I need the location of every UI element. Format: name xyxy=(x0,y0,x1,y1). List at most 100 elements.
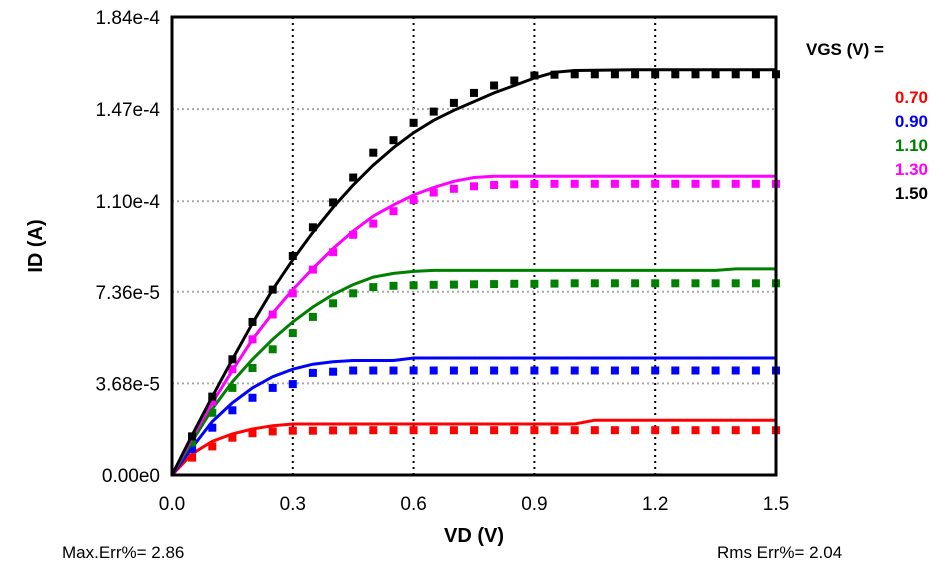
measured-point xyxy=(691,70,700,79)
measured-point xyxy=(570,279,579,288)
measured-point xyxy=(490,81,499,90)
measured-point xyxy=(510,180,519,189)
measured-point xyxy=(248,335,257,344)
measured-point xyxy=(429,280,438,289)
measured-point xyxy=(590,279,599,288)
measured-point xyxy=(329,426,338,435)
measured-point xyxy=(550,366,559,375)
measured-point xyxy=(429,426,438,435)
measured-point xyxy=(470,182,478,191)
measured-point xyxy=(751,179,760,188)
legend-title: VGS (V) = xyxy=(806,40,884,59)
x-tick-label: 1.2 xyxy=(642,494,668,515)
measured-point xyxy=(288,329,297,338)
measured-point xyxy=(208,423,217,432)
measured-point xyxy=(228,406,237,415)
x-tick-label: 0.6 xyxy=(400,494,426,515)
max-error-readout: Max.Err%= 2.86 xyxy=(62,543,185,562)
measured-point xyxy=(308,426,317,435)
measured-point xyxy=(590,179,599,188)
measured-point xyxy=(651,70,660,79)
series-1.50 xyxy=(170,68,780,476)
measured-point xyxy=(671,179,680,188)
measured-point xyxy=(470,426,478,435)
measured-point xyxy=(610,279,619,288)
legend-item-0.90: 0.90 xyxy=(894,112,928,131)
measured-point xyxy=(671,426,680,435)
measured-point xyxy=(731,70,740,79)
measured-point xyxy=(449,184,458,193)
measured-point xyxy=(208,408,217,417)
rms-error-readout: Rms Err%= 2.04 xyxy=(717,543,843,562)
measured-point xyxy=(631,179,640,188)
measured-point xyxy=(268,345,277,354)
measured-point xyxy=(530,71,539,80)
measured-point xyxy=(308,265,317,274)
measured-point xyxy=(470,88,478,97)
measured-point xyxy=(490,426,499,435)
measured-point xyxy=(248,364,257,372)
measured-point xyxy=(470,280,478,289)
measured-point xyxy=(409,426,418,435)
measured-point xyxy=(248,317,257,326)
measured-point xyxy=(349,426,358,435)
measured-point xyxy=(188,432,197,441)
measured-point xyxy=(651,366,660,375)
measured-point xyxy=(470,366,478,375)
model-curve xyxy=(170,68,776,476)
x-tick-label: 0.3 xyxy=(280,494,306,515)
measured-point xyxy=(610,366,619,375)
measured-point xyxy=(510,279,519,288)
measured-point xyxy=(268,310,277,319)
x-axis-label: VD (V) xyxy=(444,525,504,547)
y-tick-label: 1.10e-4 xyxy=(96,192,161,213)
measured-point xyxy=(751,279,760,288)
model-curve xyxy=(170,418,776,477)
measured-point xyxy=(369,283,378,292)
measured-point xyxy=(208,397,217,406)
measured-point xyxy=(228,365,237,374)
measured-point xyxy=(691,366,700,375)
measured-point xyxy=(691,279,700,288)
measured-point xyxy=(711,279,720,288)
measured-point xyxy=(550,179,559,188)
measured-point xyxy=(751,426,760,435)
measured-point xyxy=(610,70,619,79)
measured-point xyxy=(711,366,720,375)
x-tick-label: 0.0 xyxy=(159,494,185,515)
measured-point xyxy=(208,392,217,401)
measured-point xyxy=(308,312,317,321)
measured-point xyxy=(731,279,740,288)
measured-point xyxy=(530,426,539,435)
measured-point xyxy=(731,366,740,375)
legend-item-1.30: 1.30 xyxy=(894,160,928,179)
measured-point xyxy=(288,289,297,298)
measured-point xyxy=(671,70,680,79)
measured-point xyxy=(711,179,720,188)
measured-point xyxy=(570,70,579,79)
measured-point xyxy=(389,281,398,290)
measured-point xyxy=(349,173,358,182)
measured-point xyxy=(308,223,317,232)
measured-point xyxy=(631,366,640,375)
measured-point xyxy=(409,196,418,204)
measured-point xyxy=(329,248,338,257)
measured-point xyxy=(711,426,720,435)
measured-point xyxy=(349,289,358,298)
y-tick-label: 0.00e0 xyxy=(102,466,160,487)
measured-point xyxy=(349,366,358,375)
grid-lines xyxy=(172,17,776,475)
measured-point xyxy=(751,366,760,375)
measured-point xyxy=(610,426,619,435)
measured-point xyxy=(188,438,197,447)
measured-point xyxy=(188,453,197,462)
measured-point xyxy=(389,366,398,375)
plot-frame xyxy=(170,15,778,477)
measured-point xyxy=(389,207,398,216)
measured-point xyxy=(389,426,398,435)
measured-point xyxy=(671,366,680,375)
measured-point xyxy=(651,426,660,435)
measured-point xyxy=(711,70,720,79)
measured-point xyxy=(228,433,237,442)
